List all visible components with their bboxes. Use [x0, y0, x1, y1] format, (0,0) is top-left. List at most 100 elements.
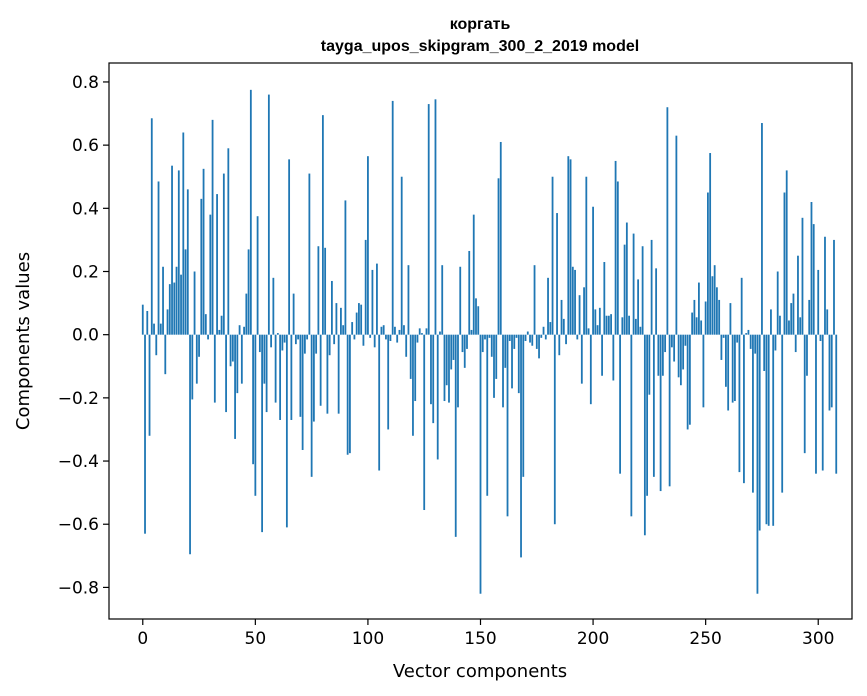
bar-280 — [772, 334, 775, 526]
bar-246 — [695, 317, 698, 335]
bar-76 — [312, 334, 315, 422]
bar-234 — [668, 334, 671, 487]
bar-215 — [625, 222, 628, 335]
bar-34 — [218, 329, 221, 335]
bar-285 — [783, 192, 786, 335]
bar-155 — [490, 334, 493, 357]
bar-265 — [738, 334, 741, 473]
bar-119 — [409, 334, 412, 379]
bar-249 — [702, 334, 705, 408]
bar-139 — [454, 334, 457, 537]
bar-136 — [448, 334, 450, 403]
bar-43 — [238, 325, 241, 335]
bar-247 — [698, 282, 700, 335]
bar-129 — [432, 334, 435, 424]
bar-219 — [634, 318, 637, 335]
bar-54 — [263, 334, 266, 384]
bar-90 — [344, 200, 347, 335]
bar-292 — [799, 317, 802, 335]
bar-287 — [788, 320, 790, 335]
bar-282 — [776, 271, 779, 335]
bar-17 — [180, 274, 182, 335]
bar-218 — [632, 233, 635, 335]
bar-272 — [754, 334, 757, 354]
bar-207 — [607, 315, 610, 335]
chart-subtitle: tayga_upos_skipgram_300_2_2019 model — [321, 38, 639, 55]
bar-276 — [763, 334, 766, 372]
bar-132 — [439, 331, 441, 335]
bar-241 — [684, 334, 687, 346]
bar-291 — [797, 255, 799, 335]
bar-293 — [801, 217, 804, 335]
bar-210 — [614, 160, 617, 335]
bar-304 — [826, 309, 829, 335]
bar-277 — [765, 334, 768, 525]
bar-100 — [367, 156, 369, 335]
bar-26 — [200, 198, 203, 335]
bar-35 — [220, 315, 223, 335]
bar-259 — [725, 334, 727, 387]
bar-175 — [535, 334, 538, 349]
bar-223 — [643, 334, 646, 536]
bar-106 — [380, 326, 383, 335]
bar-256 — [718, 299, 721, 335]
bar-57 — [270, 334, 273, 348]
bar-21 — [189, 334, 191, 555]
bar-85 — [333, 334, 336, 345]
bar-133 — [441, 265, 444, 335]
bar-201 — [594, 309, 597, 335]
bar-51 — [256, 216, 259, 335]
bar-307 — [833, 239, 835, 335]
bar-278 — [767, 334, 770, 526]
bar-242 — [686, 334, 689, 430]
bar-269 — [747, 329, 750, 335]
bar-105 — [378, 334, 381, 471]
x-tick-label-1: 50 — [245, 629, 267, 649]
bar-120 — [412, 334, 414, 436]
bar-55 — [265, 334, 268, 413]
bar-111 — [391, 100, 394, 335]
bar-58 — [272, 277, 275, 335]
bar-110 — [389, 334, 392, 341]
bar-107 — [382, 325, 385, 335]
y-tick-label-8: 0.8 — [72, 73, 99, 93]
bar-221 — [639, 326, 642, 335]
bar-18 — [182, 132, 185, 335]
bar-296 — [808, 299, 811, 335]
bar-154 — [488, 334, 491, 338]
bar-77 — [315, 334, 318, 354]
bar-91 — [346, 334, 349, 455]
bar-164 — [511, 334, 513, 389]
bar-216 — [628, 315, 630, 335]
bar-239 — [679, 334, 682, 386]
bar-297 — [810, 202, 813, 335]
bar-156 — [493, 334, 495, 398]
bar-211 — [616, 181, 619, 335]
bar-157 — [495, 334, 498, 379]
bar-151 — [481, 334, 484, 353]
bar-128 — [430, 334, 432, 405]
bar-50 — [254, 334, 257, 496]
bar-66 — [290, 334, 293, 420]
x-tick-label-3: 150 — [464, 629, 496, 649]
bar-49 — [252, 334, 254, 465]
bar-15 — [175, 266, 178, 335]
bar-82 — [326, 334, 329, 414]
bar-270 — [749, 334, 752, 349]
bar-268 — [745, 333, 748, 335]
bar-169 — [522, 334, 525, 477]
bar-28 — [204, 314, 207, 335]
bar-137 — [450, 334, 453, 370]
bar-20 — [186, 189, 189, 335]
y-tick-label-1: −0.6 — [58, 515, 99, 535]
bar-39 — [229, 334, 232, 367]
bar-177 — [540, 334, 543, 338]
bar-88 — [340, 307, 342, 335]
bar-235 — [670, 334, 673, 348]
bar-19 — [184, 249, 187, 335]
bar-230 — [659, 334, 662, 492]
bar-174 — [533, 265, 536, 335]
bar-2 — [146, 310, 149, 335]
bar-236 — [673, 334, 676, 362]
bar-264 — [736, 334, 739, 343]
